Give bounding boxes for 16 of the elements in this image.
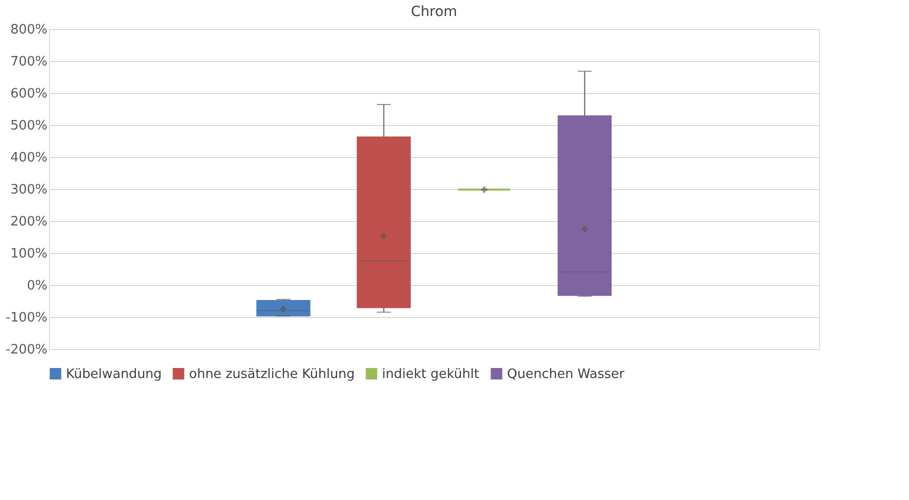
y-tick-label: 0% [26, 278, 48, 294]
y-tick-label: 400% [10, 150, 48, 166]
legend-label: ohne zusätzliche Kühlung [189, 366, 355, 382]
y-tick-label: 700% [10, 54, 48, 70]
y-tick-label: 600% [10, 86, 48, 102]
y-tick-label: 300% [10, 182, 48, 198]
legend-label: Quenchen Wasser [507, 366, 625, 382]
y-tick-label: 200% [10, 214, 48, 230]
chart-title: Chrom [410, 4, 458, 20]
y-tick-label: -200% [6, 342, 48, 358]
y-tick-label: 100% [10, 246, 48, 262]
y-tick-label: 800% [10, 22, 48, 38]
legend-label: indiekt gekühlt [382, 366, 480, 382]
legend-label: Kübelwandung [66, 366, 162, 382]
y-tick-label: 500% [10, 118, 48, 134]
y-tick-label: -100% [6, 310, 48, 326]
